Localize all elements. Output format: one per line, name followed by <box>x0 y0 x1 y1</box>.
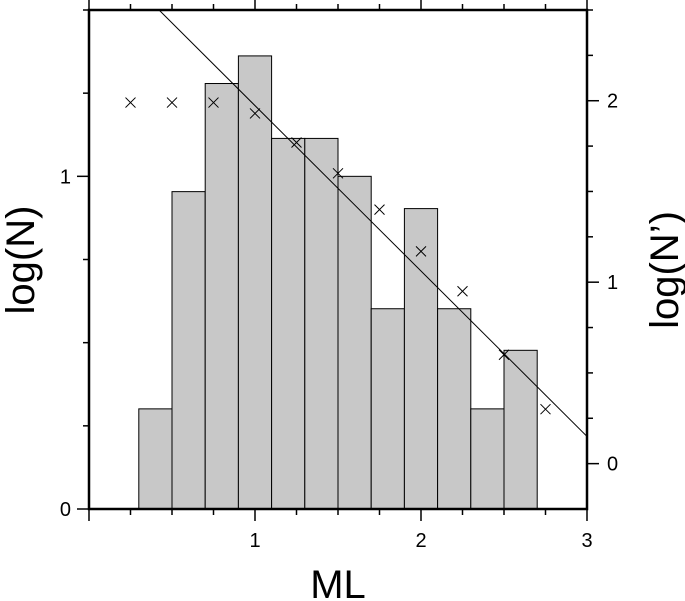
histogram-bar <box>237 55 273 510</box>
cumulative-point <box>374 204 385 215</box>
histogram-bar <box>138 408 173 510</box>
y-tick-label-right: 2 <box>607 91 618 113</box>
y-axis-left: 01 <box>60 9 89 521</box>
y-tick-label-left: 0 <box>60 499 71 521</box>
histogram-bar <box>171 191 206 510</box>
histogram-bar <box>204 83 239 510</box>
cumulative-point <box>166 97 178 108</box>
y-tick-label-right: 1 <box>607 272 618 294</box>
cumulative-point <box>415 245 427 257</box>
y-axis-label-right: log(N’) <box>643 211 685 329</box>
cumulative-point <box>125 97 136 108</box>
cumulative-point <box>249 108 261 119</box>
histogram-bar <box>337 175 372 510</box>
x-tick-label: 3 <box>581 530 592 552</box>
cumulative-point <box>457 285 468 297</box>
y-tick-label-right: 0 <box>607 454 618 476</box>
points-layer <box>125 97 551 415</box>
fit-layer <box>158 10 587 437</box>
histogram-bar <box>304 137 339 510</box>
x-tick-label: 1 <box>249 530 260 552</box>
histogram-bar <box>370 308 405 510</box>
histogram-bar <box>437 308 472 510</box>
cumulative-point <box>291 137 302 148</box>
fit-line <box>158 10 587 437</box>
histogram-bar <box>403 208 439 510</box>
cumulative-point <box>332 167 344 179</box>
x-tick-label: 2 <box>415 530 426 552</box>
histogram-bar <box>470 408 505 510</box>
histogram-bar <box>271 137 306 510</box>
x-axis: 1 2 3 <box>88 0 593 552</box>
histogram-bar <box>503 349 538 510</box>
bars-layer <box>138 55 538 510</box>
y-tick-label-left: 1 <box>60 166 71 188</box>
cumulative-point <box>540 403 551 415</box>
x-axis-label: ML <box>310 563 366 601</box>
cumulative-point <box>498 349 510 361</box>
cumulative-point <box>208 97 219 108</box>
y-axis-right: 0 1 2 <box>587 9 618 476</box>
y-axis-label-left: log(N) <box>0 206 43 315</box>
